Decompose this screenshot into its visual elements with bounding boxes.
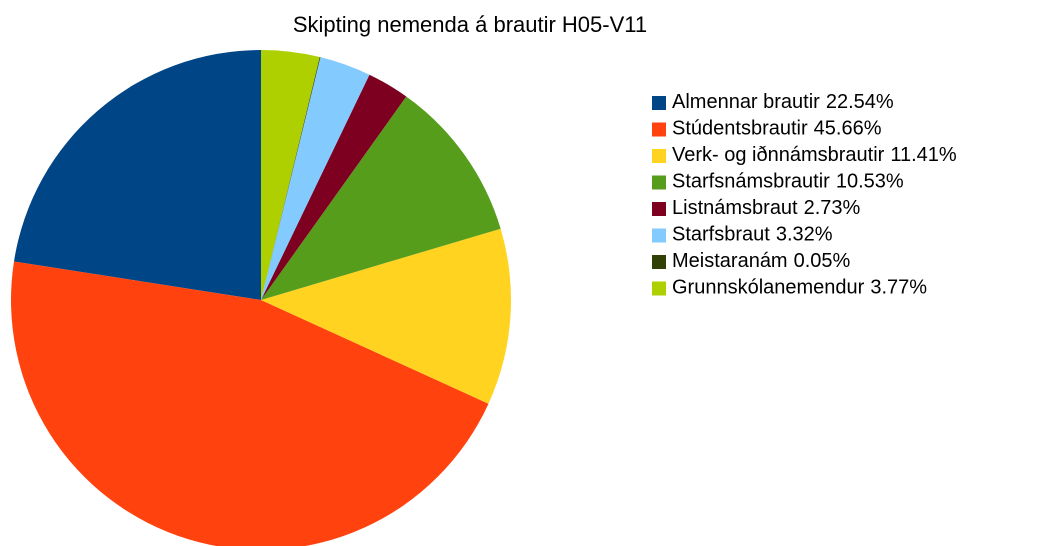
legend-label: Grunnskólanemendur 3.77%	[672, 277, 927, 299]
legend-swatch	[652, 281, 666, 296]
legend-value: 10.53%	[836, 171, 904, 193]
legend-label: Starfsnámsbrautir 10.53%	[672, 171, 904, 193]
legend-name: Almennar brautir	[672, 91, 820, 113]
legend-swatch	[652, 149, 666, 163]
legend-label: Stúdentsbrautir 45.66%	[672, 118, 882, 140]
legend-swatch	[652, 255, 666, 269]
legend-swatch	[652, 175, 666, 190]
legend-name: Verk- og iðnnámsbrautir	[672, 144, 885, 166]
legend-name: Starfsnámsbrautir	[672, 171, 830, 193]
pie-slice	[261, 96, 501, 300]
legend-swatch	[652, 228, 666, 243]
legend-value: 22.54%	[826, 91, 894, 113]
pie-slice	[261, 228, 511, 404]
legend-swatch	[652, 122, 666, 137]
legend-label: Almennar brautir 22.54%	[672, 91, 894, 113]
legend-value: 3.77%	[870, 277, 927, 299]
pie-slice	[261, 57, 370, 300]
legend-label: Starfsbraut 3.32%	[672, 224, 833, 246]
chart-title: Skipting nemenda á brautir H05-V11	[293, 12, 647, 37]
legend-name: Stúdentsbrautir	[672, 118, 808, 140]
legend-name: Grunnskólanemendur	[672, 277, 865, 299]
legend-value: 11.41%	[890, 144, 957, 166]
pie-slice	[11, 261, 489, 546]
legend-name: Meistaranám	[672, 250, 788, 272]
legend-label: Listnámsbraut 2.73%	[672, 197, 861, 219]
legend-label: Verk- og iðnnámsbrautir 11.41%	[672, 144, 957, 166]
legend-value: 45.66%	[814, 118, 882, 140]
pie-slice	[13, 50, 262, 300]
pie-slice	[261, 74, 407, 300]
legend-value: 0.05%	[794, 250, 851, 272]
legend-label: Meistaranám 0.05%	[672, 250, 851, 272]
legend-value: 3.32%	[776, 224, 833, 246]
legend-swatch	[652, 96, 666, 110]
legend-swatch	[652, 202, 666, 216]
legend-name: Listnámsbraut	[672, 197, 798, 219]
pie-slice	[261, 50, 320, 300]
legend-value: 2.73%	[804, 197, 861, 219]
legend-name: Starfsbraut	[672, 224, 770, 246]
pie-slice	[261, 56, 321, 300]
